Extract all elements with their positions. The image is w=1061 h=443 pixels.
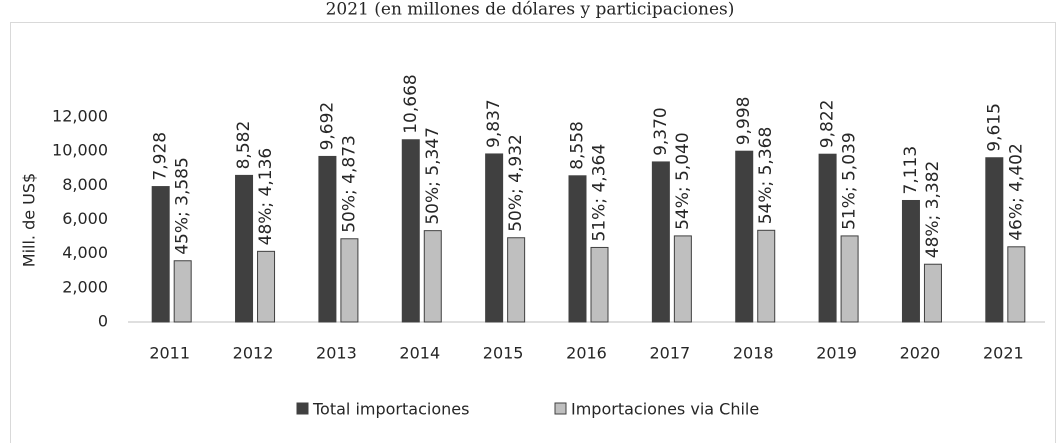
y-tick-label: 10,000 [52,141,108,160]
chart-border [10,22,1056,443]
bar [151,186,170,323]
chart-title: 2021 (en millones de dólares y participa… [326,0,735,20]
data-label: 50%; 4,873 [339,135,359,233]
bar [985,157,1004,323]
bar [840,235,859,323]
x-tick-label: 2014 [399,344,440,363]
bar [735,150,754,323]
bar [568,175,587,323]
legend-swatch [296,402,309,415]
data-label: 9,692 [317,102,337,151]
data-label: 9,998 [734,97,754,146]
bar [423,230,442,323]
x-tick-label: 2021 [983,344,1024,363]
data-label: 48%; 4,136 [256,148,276,246]
bar [507,237,526,323]
bar [901,199,920,323]
bar [318,155,337,323]
y-tick-label: 4,000 [62,243,108,262]
bar [340,238,359,323]
bar [1007,246,1026,323]
y-tick-label: 2,000 [62,277,108,296]
bar [173,260,192,323]
x-tick-label: 2020 [900,344,941,363]
data-label: 9,370 [651,107,671,156]
y-tick-label: 8,000 [62,175,108,194]
y-axis-label: Mill. de US$ [20,173,39,267]
data-label: 50%; 4,932 [506,134,526,232]
bar [590,246,609,323]
bar [673,235,692,323]
data-label: 9,837 [484,99,504,148]
x-tick-label: 2012 [233,344,274,363]
data-label: 45%; 3,585 [173,157,193,255]
bar [818,153,837,323]
data-label: 46%; 4,402 [1006,143,1026,241]
x-tick-label: 2018 [733,344,774,363]
bar [235,174,254,323]
x-tick-label: 2011 [149,344,190,363]
data-label: 7,928 [151,132,171,181]
x-tick-label: 2013 [316,344,357,363]
data-label: 8,582 [234,121,254,170]
bar [757,229,776,323]
data-label: 8,558 [568,121,588,170]
x-tick-label: 2016 [566,344,607,363]
data-label: 10,668 [401,74,421,133]
data-label: 50%; 5,347 [423,127,443,225]
bar [401,139,420,323]
y-tick-label: 0 [98,312,108,331]
legend-swatch [554,402,567,415]
data-label: 9,615 [984,103,1004,152]
x-tick-label: 2017 [650,344,691,363]
legend-label: Importaciones via Chile [571,400,759,419]
bar [923,263,942,323]
bar [651,161,670,323]
legend-label: Total importaciones [312,400,469,419]
data-label: 54%; 5,368 [756,127,776,225]
bar [485,153,504,323]
data-label: 51%; 5,039 [840,132,860,230]
bar [257,250,276,323]
data-label: 51%; 4,364 [590,144,610,242]
x-tick-label: 2019 [816,344,857,363]
data-label: 48%; 3,382 [923,161,943,259]
x-tick-label: 2015 [483,344,524,363]
data-label: 54%; 5,040 [673,132,693,230]
data-label: 7,113 [901,146,921,195]
data-label: 9,822 [818,100,838,149]
y-tick-label: 6,000 [62,209,108,228]
y-tick-label: 12,000 [52,107,108,126]
